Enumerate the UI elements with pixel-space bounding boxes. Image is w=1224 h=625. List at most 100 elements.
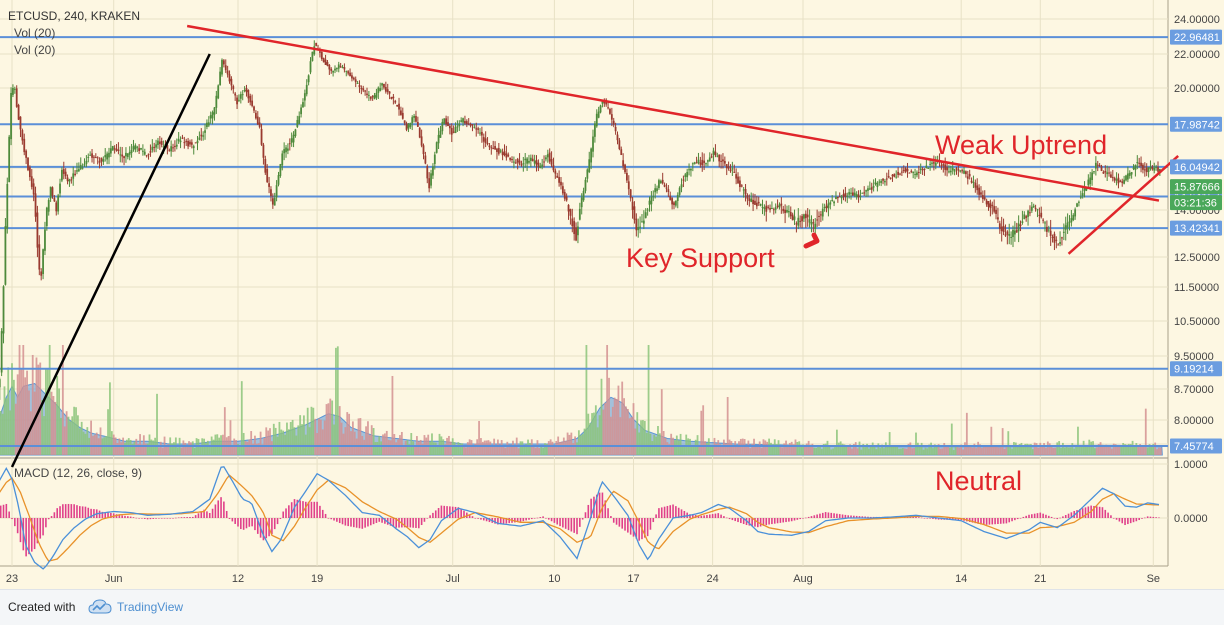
volume-bar — [907, 443, 910, 455]
candle-body — [381, 83, 383, 86]
volume-bar — [945, 446, 948, 455]
candle-body — [433, 154, 436, 164]
volume-bar — [594, 405, 597, 455]
time-tick-label: 19 — [311, 573, 323, 585]
candle-body — [343, 67, 346, 70]
macd-histogram-bar — [16, 518, 19, 534]
trend-lines — [10, 24, 1179, 468]
volume-bar — [120, 442, 123, 455]
volume-bar — [255, 443, 258, 455]
volume-bar — [990, 426, 993, 455]
candle-body — [469, 123, 472, 126]
macd-histogram-bar — [751, 518, 753, 527]
volume-bar — [781, 447, 784, 455]
macd-histogram-bar — [714, 513, 717, 518]
macd-histogram-bar — [223, 501, 225, 518]
candle-body — [10, 92, 12, 140]
candle-body — [586, 169, 589, 179]
time-tick-label: Jul — [446, 573, 460, 585]
candle-body — [136, 146, 139, 148]
macd-histogram-bar — [915, 516, 917, 518]
volume-bar — [90, 420, 92, 455]
candle-body — [234, 93, 237, 96]
volume-bar — [205, 442, 207, 455]
candle-body — [970, 180, 973, 183]
volume-bar — [1022, 446, 1025, 455]
candle-body — [290, 138, 293, 143]
candle-body — [804, 213, 807, 219]
candle-body — [627, 181, 630, 190]
candle-body — [360, 87, 363, 90]
volume-bar — [1024, 443, 1027, 455]
volume-bar — [318, 418, 320, 455]
level-badge-6-text: 7.45774 — [1174, 441, 1214, 453]
candle-body — [667, 189, 670, 192]
macd-histogram-bar — [220, 497, 222, 518]
candle-body — [995, 209, 997, 214]
candle-body — [217, 85, 220, 99]
volume-bar — [489, 441, 492, 455]
macd-histogram-bar — [635, 518, 638, 539]
volume-bar — [681, 445, 684, 455]
volume-bar — [22, 345, 25, 455]
macd-histogram-bar — [629, 518, 632, 535]
candle-body — [545, 157, 547, 160]
candle-body — [650, 197, 653, 205]
candle-body — [62, 169, 65, 174]
volume-bar — [796, 441, 799, 455]
candle-body — [563, 191, 566, 199]
symbol-title[interactable]: ETCUSD, 240, KRAKEN — [8, 9, 140, 23]
volume-bar — [1005, 447, 1008, 455]
volume-bar — [530, 439, 533, 455]
volume-bar — [1090, 441, 1093, 455]
volume-bar — [802, 444, 804, 455]
volume-indicator-label-1[interactable]: Vol (20) — [14, 26, 55, 40]
volume-bar — [915, 432, 917, 455]
candle-body — [356, 82, 359, 84]
volume-bar — [43, 416, 45, 455]
volume-bar — [743, 439, 746, 455]
tradingview-cloud-icon[interactable] — [88, 599, 112, 615]
volume-bar — [436, 446, 439, 455]
candle-body — [552, 165, 555, 171]
macd-histogram-bar — [480, 518, 482, 520]
candle-body — [522, 163, 525, 165]
candle-body — [535, 160, 538, 165]
candle-body — [607, 107, 609, 109]
volume-bar — [363, 439, 366, 455]
candle-body — [1062, 231, 1065, 233]
candle-body — [739, 180, 741, 188]
candle-body — [134, 145, 137, 150]
candle-body — [740, 185, 743, 187]
macd-histogram-bar — [991, 518, 994, 525]
candle-body — [1010, 236, 1013, 238]
macd-histogram-bar — [234, 518, 236, 524]
volume-bar — [58, 388, 60, 455]
volume-bar — [800, 446, 803, 455]
volume-bar — [1029, 444, 1032, 455]
volume-bar — [996, 445, 998, 455]
macd-histogram-bar — [446, 506, 448, 518]
volume-bar — [33, 391, 36, 455]
macd-indicator-label[interactable]: MACD (12, 26, close, 9) — [14, 466, 142, 480]
macd-line — [0, 466, 1160, 570]
volume-indicator-label-2[interactable]: Vol (20) — [14, 43, 55, 57]
macd-histogram-bar — [367, 518, 369, 527]
candle-body — [801, 216, 803, 222]
candle-body — [731, 168, 734, 170]
candle-body — [558, 177, 561, 183]
tradingview-brand-link[interactable]: TradingView — [117, 600, 184, 614]
volume-bar — [432, 442, 435, 455]
candle-body — [170, 146, 173, 152]
volume-bar — [913, 447, 916, 455]
volume-bar — [78, 428, 81, 455]
volume-bar — [551, 441, 554, 455]
volume-bar — [918, 445, 921, 455]
candle-body — [486, 143, 489, 145]
candle-body — [951, 167, 954, 171]
candle-body — [326, 62, 329, 66]
candle-body — [456, 126, 459, 128]
candle-body — [1106, 172, 1109, 175]
candle-body — [345, 70, 348, 72]
countdown-badge — [1170, 195, 1222, 211]
